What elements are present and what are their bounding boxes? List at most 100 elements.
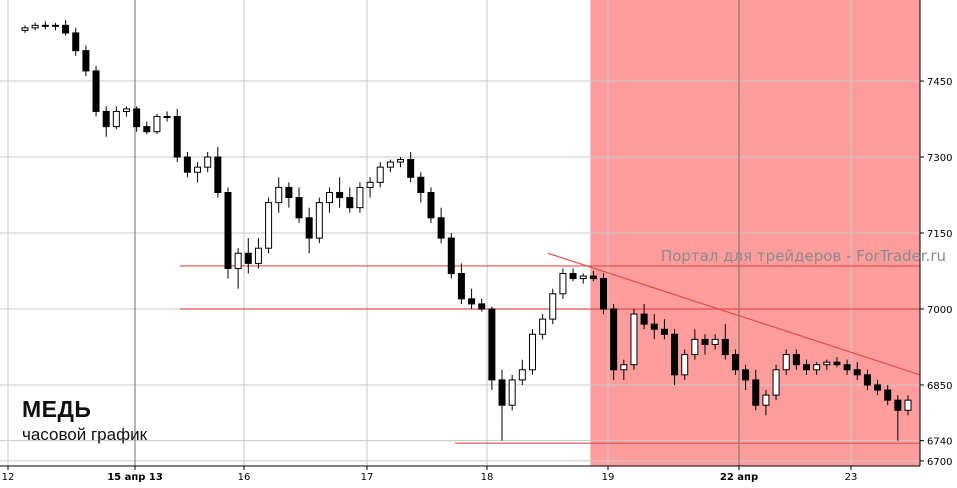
candle-body xyxy=(133,108,141,128)
candle-body xyxy=(194,166,202,173)
candle-body xyxy=(782,354,790,371)
chart-grid xyxy=(0,0,920,466)
candle-body xyxy=(224,191,232,269)
candle-body xyxy=(742,369,750,381)
candle-body xyxy=(325,191,333,204)
chart-subtitle: часовой график xyxy=(22,425,148,444)
candle-body xyxy=(589,275,597,280)
y-tick-label: 7300 xyxy=(927,153,952,164)
candle-body xyxy=(904,399,912,411)
candle-body xyxy=(173,116,181,158)
candle-body xyxy=(711,338,719,345)
candle-body xyxy=(772,369,780,396)
candle-body xyxy=(234,252,242,269)
candle-body xyxy=(762,394,770,406)
candle-body xyxy=(122,108,130,112)
candle-body xyxy=(183,156,191,173)
candle-body xyxy=(528,333,536,371)
candle-body xyxy=(721,338,729,356)
candle-body xyxy=(356,186,364,209)
x-axis-tick-labels: 12 15 апр 13 16 17 18 19 22 апр 23 xyxy=(2,466,858,483)
candle-body xyxy=(803,364,811,371)
candle-body xyxy=(102,110,110,128)
candle-body xyxy=(731,354,739,371)
candle-body xyxy=(254,247,262,264)
candle-body xyxy=(630,313,638,366)
y-tick-label: 7000 xyxy=(927,305,952,316)
x-tick-label: 15 апр 13 xyxy=(107,472,163,483)
candle-body xyxy=(569,273,577,280)
candle-body xyxy=(31,24,39,29)
candle-body xyxy=(336,191,344,199)
x-tick-label: 16 xyxy=(238,472,251,483)
candle-body xyxy=(549,293,557,320)
candle-body xyxy=(468,298,476,305)
x-tick-label: 17 xyxy=(361,472,374,483)
candle-body xyxy=(275,186,283,204)
x-tick-label: 19 xyxy=(602,472,615,483)
candle-body xyxy=(884,389,892,401)
candlestick-series xyxy=(21,20,912,441)
candle-body xyxy=(366,181,374,188)
chart-title: МЕДЬ xyxy=(22,396,92,422)
watermark: Портал для трейдеров - ForTrader.ru xyxy=(661,247,946,265)
candle-body xyxy=(600,278,608,310)
candle-body xyxy=(478,303,486,310)
candle-body xyxy=(447,237,455,275)
candle-body xyxy=(51,24,59,27)
candle-body xyxy=(72,32,80,52)
candle-body xyxy=(660,328,668,335)
y-tick-label: 6700 xyxy=(927,457,952,468)
candle-body xyxy=(417,176,425,193)
candle-body xyxy=(305,217,313,239)
y-tick-label: 7150 xyxy=(927,229,952,240)
candle-body xyxy=(498,379,506,406)
candle-body xyxy=(874,384,882,391)
candle-body xyxy=(163,116,171,118)
y-tick-label: 6850 xyxy=(927,381,952,392)
candle-body xyxy=(315,202,323,239)
candle-body xyxy=(407,159,415,178)
y-tick-label: 7450 xyxy=(927,77,952,88)
candle-body xyxy=(833,361,841,366)
candle-body xyxy=(41,24,49,27)
candle-body xyxy=(752,379,760,406)
candle-body xyxy=(62,24,70,34)
candle-body xyxy=(539,318,547,335)
candle-body xyxy=(853,369,861,376)
candle-body xyxy=(813,364,821,371)
candle-body xyxy=(376,166,384,183)
candle-body xyxy=(650,323,658,330)
candle-body xyxy=(21,27,29,31)
candle-body xyxy=(82,50,90,72)
candle-body xyxy=(244,252,252,264)
candle-body xyxy=(386,161,394,168)
candle-body xyxy=(681,354,689,376)
candle-body xyxy=(894,399,902,411)
candle-body xyxy=(143,126,151,133)
candle-body xyxy=(701,338,709,345)
candle-body xyxy=(112,110,120,128)
trendline xyxy=(547,252,921,376)
candle-body xyxy=(508,379,516,406)
candle-body xyxy=(640,313,648,325)
y-axis-tick-labels: 6700 6740 6850 7000 7150 7300 7450 xyxy=(920,77,952,468)
candle-body xyxy=(620,364,628,371)
candle-body xyxy=(346,197,354,209)
x-tick-label: 12 xyxy=(2,472,15,483)
candle-body xyxy=(295,197,303,219)
candle-body xyxy=(843,364,851,371)
x-tick-label: 23 xyxy=(845,472,858,483)
candle-body xyxy=(397,159,405,163)
candle-body xyxy=(92,70,100,112)
x-tick-label: 22 апр xyxy=(720,472,758,483)
candle-body xyxy=(610,308,618,371)
candle-body xyxy=(437,217,445,239)
candle-body xyxy=(863,374,871,386)
candle-body xyxy=(153,116,161,133)
candle-body xyxy=(579,275,587,280)
candle-body xyxy=(457,273,465,300)
y-tick-label: 6740 xyxy=(927,437,952,448)
candle-body xyxy=(792,354,800,366)
